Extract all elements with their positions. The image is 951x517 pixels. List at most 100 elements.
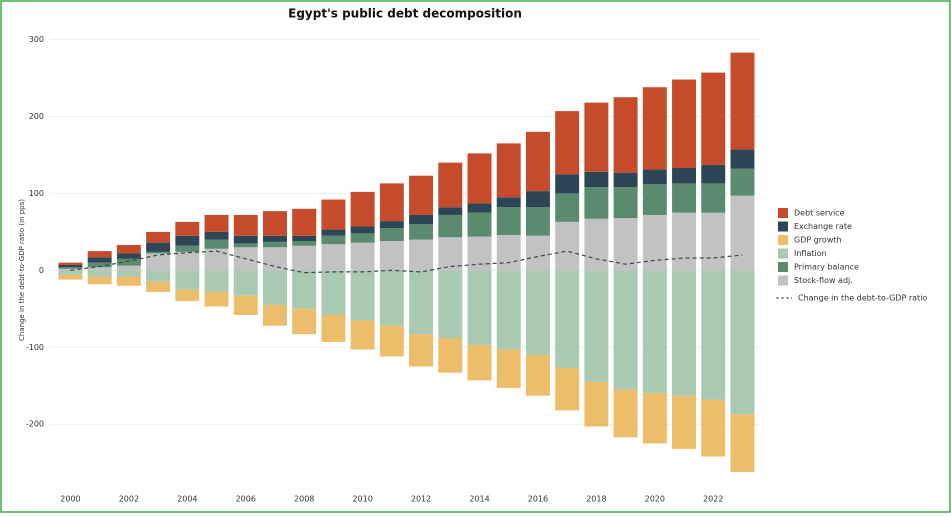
- bar-segment: [467, 270, 492, 345]
- bar-segment: [233, 235, 258, 244]
- bar-segment: [263, 235, 287, 242]
- x-tick-label: 2010: [352, 495, 372, 504]
- bar-segment: [263, 241, 287, 248]
- bar-segment: [146, 231, 171, 243]
- bar-segment: [584, 381, 609, 427]
- bar-segment: [350, 191, 375, 227]
- bar-segment: [321, 314, 346, 342]
- x-tick-label: 2006: [236, 495, 256, 504]
- bar-segment: [263, 270, 287, 305]
- bar-segment: [87, 257, 112, 263]
- bar-segment: [525, 207, 550, 236]
- bar-segment: [116, 276, 141, 286]
- bar-segment: [613, 172, 638, 188]
- bar-segment: [467, 153, 492, 204]
- bar-segment: [204, 214, 229, 232]
- bar-segment: [555, 368, 580, 411]
- bar-segment: [584, 102, 609, 172]
- bar-segment: [350, 226, 375, 234]
- legend-label: Exchange rate: [794, 222, 852, 231]
- bar-segment: [175, 235, 200, 246]
- bar-segment: [672, 395, 697, 449]
- bar-segment: [730, 168, 755, 196]
- bar-segment: [525, 235, 550, 271]
- bar-segment: [233, 270, 258, 296]
- bar-segment: [613, 97, 638, 173]
- bar-segment: [555, 111, 580, 175]
- bar-segment: [613, 187, 638, 219]
- bar-segment: [467, 236, 492, 271]
- bar-segment: [438, 237, 463, 271]
- bar-segment: [496, 207, 521, 235]
- x-tick-label: 2000: [60, 495, 80, 504]
- x-tick-label: 2016: [528, 495, 548, 504]
- legend-swatch: [778, 262, 788, 272]
- bar-segment: [467, 344, 492, 381]
- bar-segment: [292, 235, 317, 242]
- x-tick-label: 2020: [645, 495, 665, 504]
- bar-segment: [87, 270, 112, 277]
- bar-segment: [730, 149, 755, 169]
- bar-segment: [555, 221, 580, 271]
- y-tick-label: 100: [29, 189, 44, 198]
- bar-segment: [350, 242, 375, 271]
- legend-label: Primary balance: [794, 263, 859, 272]
- legend-label: GDP growth: [794, 236, 842, 245]
- bar-segment: [292, 308, 317, 335]
- bar-segment: [613, 270, 638, 390]
- bar-segment: [146, 251, 171, 254]
- bar-segment: [642, 214, 667, 271]
- legend-swatch: [778, 221, 788, 232]
- bar-segment: [292, 245, 317, 271]
- bar-segment: [146, 270, 171, 282]
- bar-segment: [409, 239, 434, 271]
- bar-segment: [379, 325, 404, 357]
- bar-segment: [555, 174, 580, 194]
- bar-segment: [292, 241, 317, 246]
- bar-segment: [204, 239, 229, 249]
- bar-segment: [672, 79, 697, 169]
- bar-segment: [555, 193, 580, 222]
- bar-segment: [321, 235, 346, 245]
- bar-segment: [438, 214, 463, 238]
- bar-segment: [204, 270, 229, 292]
- bar-segment: [701, 183, 726, 213]
- bar-segment: [175, 221, 200, 236]
- bar-segment: [555, 270, 580, 369]
- x-tick-label: 2014: [469, 495, 489, 504]
- bar-segment: [701, 72, 726, 165]
- bar-segment: [175, 270, 200, 290]
- y-tick-label: -100: [26, 343, 44, 352]
- bar-segment: [379, 241, 404, 271]
- bar-segment: [730, 414, 755, 472]
- bar-segment: [350, 320, 375, 350]
- bar-segment: [496, 270, 521, 350]
- bar-segment: [233, 214, 258, 236]
- bar-segment: [496, 234, 521, 271]
- bar-segment: [204, 291, 229, 307]
- bar-segment: [204, 248, 229, 271]
- bar-segment: [233, 295, 258, 315]
- bar-segment: [292, 270, 317, 309]
- bar-segment: [409, 334, 434, 367]
- bar-segment: [438, 338, 463, 373]
- x-tick-label: 2018: [586, 495, 606, 504]
- bar-segment: [87, 251, 112, 258]
- bar-segment: [292, 208, 317, 236]
- bar-segment: [438, 162, 463, 208]
- bar-segment: [672, 270, 697, 396]
- bar-segment: [379, 270, 404, 326]
- bar-segment: [672, 212, 697, 271]
- x-tick-label: 2012: [411, 495, 431, 504]
- bar-segment: [321, 270, 346, 315]
- legend-label: Stock-flow adj.: [794, 276, 853, 285]
- bar-segment: [263, 211, 287, 236]
- bar-segment: [116, 253, 141, 259]
- bar-segment: [467, 212, 492, 237]
- y-axis-label: Change in the debt-to-GDP ratio (in pps): [18, 199, 26, 341]
- bar-segment: [263, 304, 287, 326]
- bar-segment: [146, 281, 171, 292]
- bar-segment: [58, 270, 83, 275]
- bar-segment: [146, 253, 171, 271]
- legend-swatch: [778, 275, 788, 286]
